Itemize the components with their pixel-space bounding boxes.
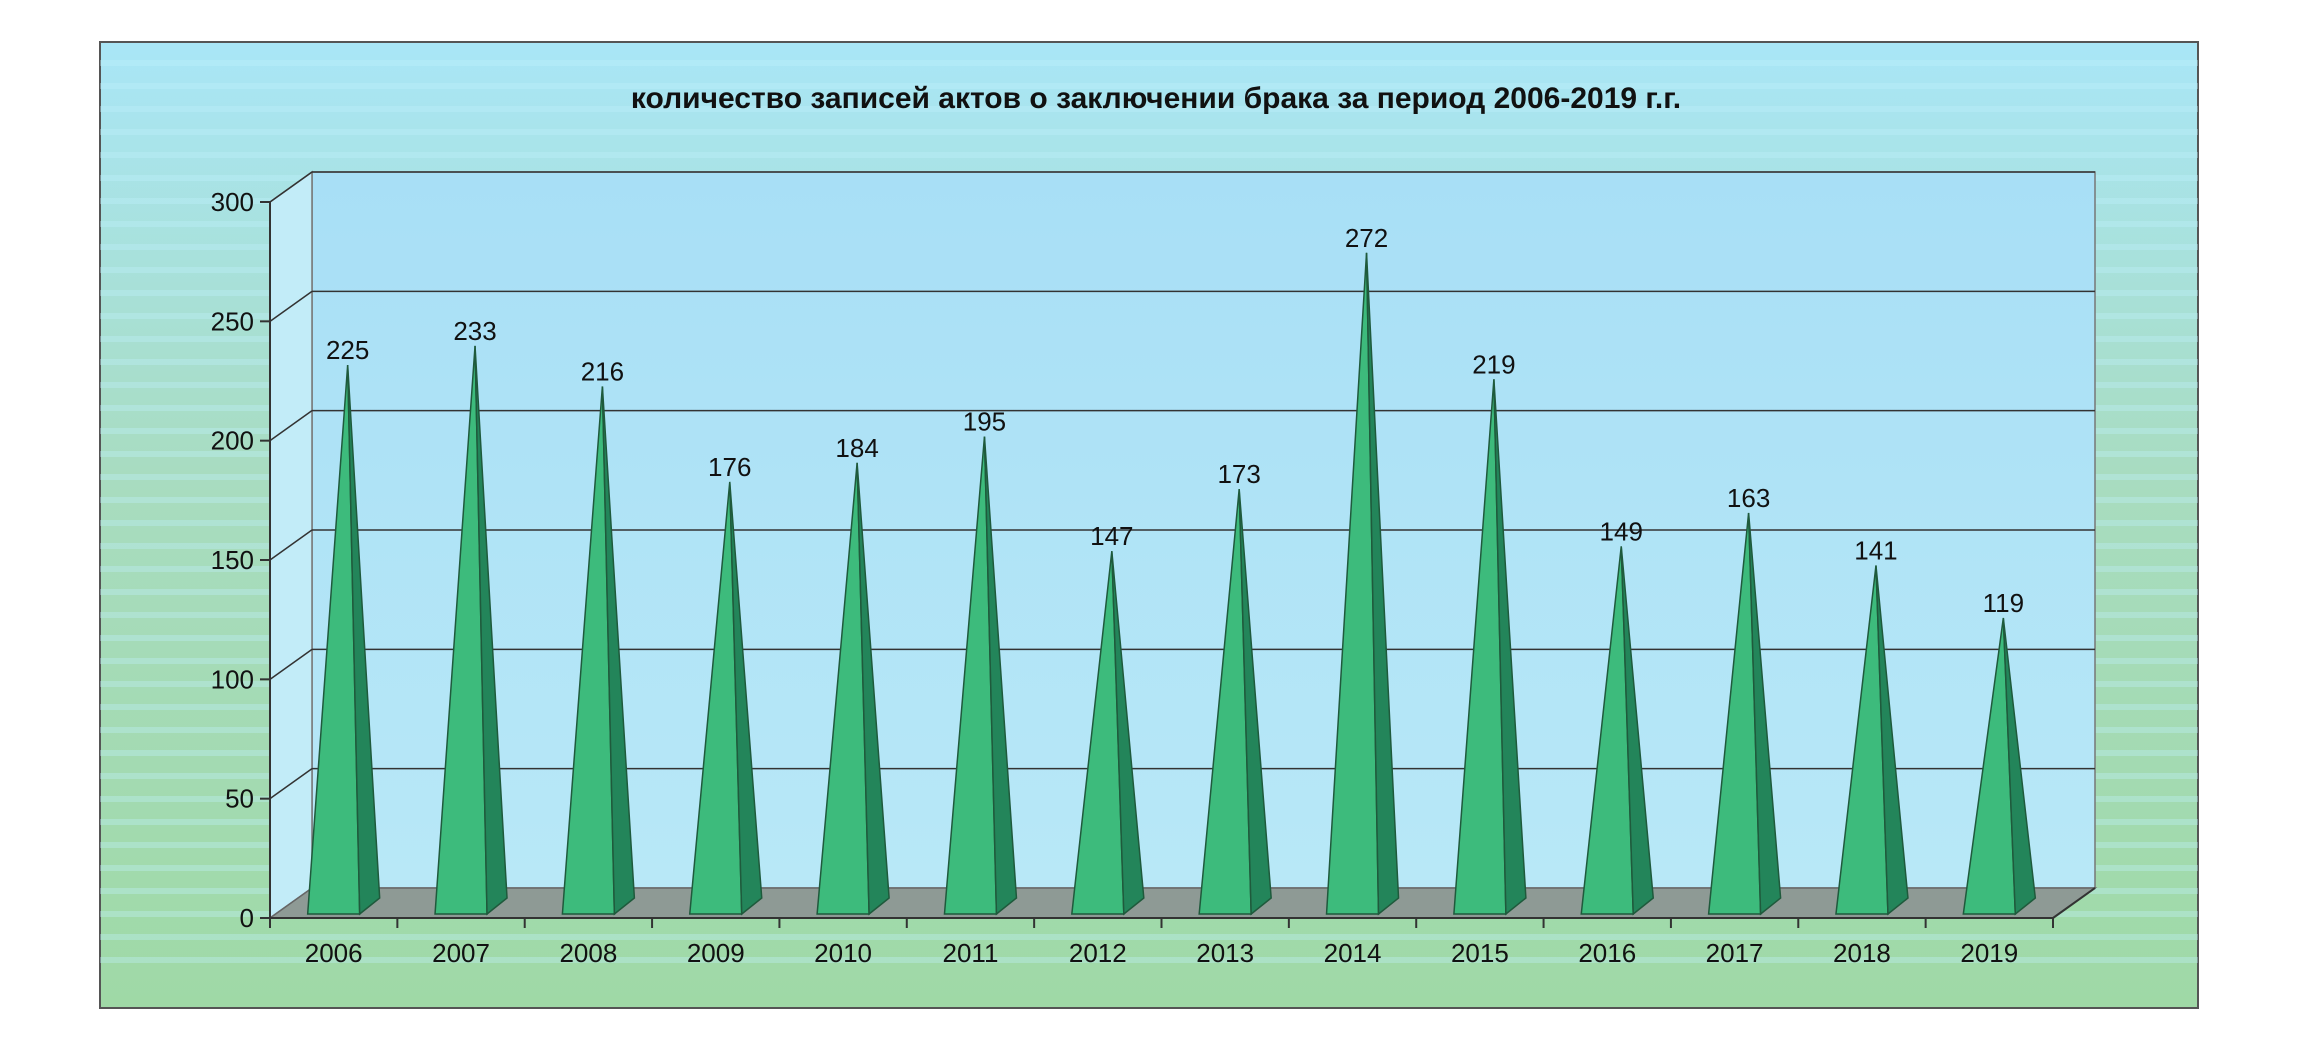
bar: [688, 481, 763, 916]
gridline-depth: [269, 410, 313, 442]
x-tick-label: 2008: [559, 938, 617, 968]
y-tick-label: 50: [225, 784, 254, 814]
bar-side-face: [1238, 489, 1272, 916]
x-tick-label: 2006: [305, 938, 363, 968]
x-tick-label: 2015: [1451, 938, 1509, 968]
y-tick-label: 200: [211, 426, 254, 456]
bar-side-face: [346, 364, 381, 916]
bar-side-face: [1111, 551, 1145, 916]
bar-side-face: [1747, 512, 1782, 916]
x-tick-label: 2009: [687, 938, 745, 968]
bar: [1835, 565, 1909, 916]
y-axis-ticks: 0 50 100 150 200 250 300: [211, 187, 270, 933]
bar: [1580, 546, 1655, 916]
background-stripe: [100, 106, 2198, 112]
y-tick-label: 100: [211, 664, 254, 694]
data-label: 184: [835, 433, 878, 463]
bar-side-face: [729, 481, 763, 916]
bar: [1198, 489, 1272, 916]
background-stripe: [100, 152, 2198, 158]
bar: [1070, 551, 1145, 916]
bar: [306, 364, 381, 916]
data-labels: 225 233 216 176 184 195 147 173 272 219 149 163 141 1…: [326, 223, 2024, 618]
y-tick-label: 150: [211, 545, 254, 575]
data-label: 176: [708, 452, 751, 482]
gridline-depth: [269, 529, 313, 561]
bar-side-face: [474, 345, 508, 916]
bar: [561, 386, 636, 916]
x-tick-label: 2017: [1706, 938, 1764, 968]
gridline-depth: [269, 648, 313, 680]
gridline-depth: [269, 171, 313, 203]
data-label: 119: [1983, 588, 2024, 618]
bar-side-face: [1620, 546, 1655, 916]
bar: [1962, 617, 2037, 916]
data-label: 141: [1854, 535, 1897, 565]
data-label: 195: [963, 407, 1006, 437]
data-label: 149: [1600, 516, 1643, 546]
background-stripe: [100, 934, 2198, 940]
bar-side-face: [983, 436, 1018, 916]
background-stripe: [100, 83, 2198, 89]
bar-side-face: [1365, 252, 1400, 916]
background-stripe: [100, 129, 2198, 135]
data-label: 272: [1345, 223, 1388, 253]
chart-title: количество записей актов о заключении бр…: [631, 82, 1681, 115]
bar-side-face: [856, 462, 890, 916]
plot-floor: [267, 887, 2098, 919]
y-tick-label: 300: [211, 187, 254, 217]
data-label: 147: [1090, 521, 1133, 551]
data-label: 219: [1472, 349, 1515, 379]
x-tick-label: 2013: [1196, 938, 1254, 968]
x-tick-label: 2018: [1833, 938, 1891, 968]
x-tick-label: 2007: [432, 938, 490, 968]
gridline-depth: [269, 768, 313, 800]
data-label: 233: [453, 316, 496, 346]
data-label: 225: [326, 335, 369, 365]
x-tick-label: 2012: [1069, 938, 1127, 968]
background-stripe: [100, 60, 2198, 66]
background-stripe: [100, 957, 2198, 963]
data-label: 216: [581, 356, 624, 386]
x-tick-label: 2010: [814, 938, 872, 968]
y-tick-label: 250: [211, 306, 254, 336]
y-tick-label: 0: [240, 903, 254, 933]
bar-side-face: [1875, 565, 1909, 916]
bar-side-face: [1493, 379, 1527, 916]
data-label: 163: [1727, 483, 1770, 513]
bar: [1707, 512, 1782, 916]
x-axis-depth-line: [2052, 887, 2096, 919]
bar: [434, 345, 508, 916]
bar: [1453, 379, 1527, 916]
bar: [943, 436, 1018, 916]
x-tick-label: 2011: [943, 938, 999, 968]
x-tick-label: 2014: [1324, 938, 1382, 968]
x-tick-label: 2016: [1578, 938, 1636, 968]
bars: [306, 252, 2037, 916]
bar: [816, 462, 890, 916]
bar-side-face: [2002, 617, 2037, 916]
bar: [1325, 252, 1400, 916]
bar-side-face: [601, 386, 636, 916]
x-tick-label: 2019: [1960, 938, 2018, 968]
gridline-depth: [269, 290, 313, 322]
data-label: 173: [1217, 459, 1260, 489]
x-axis-ticks: 2006 2007 2008 2009 2010 2011 2012 2013 2014 2015…: [269, 918, 2054, 968]
